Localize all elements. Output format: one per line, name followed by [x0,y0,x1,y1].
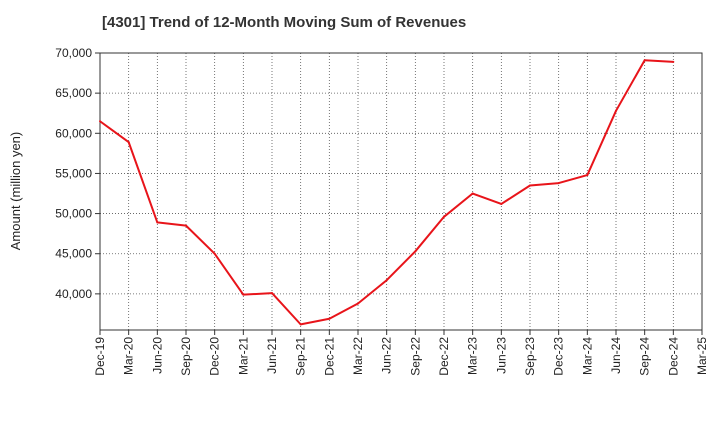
x-tick-label: Dec-22 [437,337,451,376]
data-point [443,215,445,218]
x-tick-label: Sep-20 [179,337,193,376]
axis-layer [95,52,703,335]
data-point [385,279,388,282]
x-tick-label: Mar-25 [695,337,709,375]
x-tick-label: Sep-24 [638,337,652,376]
data-point [242,293,245,296]
data-point [156,221,159,224]
x-tick-label: Sep-23 [523,337,537,376]
x-tick-label: Jun-24 [609,337,623,374]
data-point [643,59,646,62]
x-tick-label: Dec-20 [208,337,222,376]
x-tick-label: Mar-22 [351,337,365,375]
x-tick-label: Sep-22 [408,337,422,376]
x-tick-label: Jun-21 [265,337,279,374]
data-point [185,224,187,227]
x-tick-label: Jun-23 [494,337,508,374]
x-tick-label: Sep-21 [294,337,308,376]
data-point [271,292,273,295]
data-point [99,120,101,123]
data-point [299,323,302,326]
data-point [357,302,359,305]
y-tick-label: 55,000 [55,166,92,180]
data-point [672,60,675,63]
y-tick-label: 65,000 [55,86,92,100]
y-tick-label: 70,000 [55,46,92,60]
data-point [414,250,417,253]
plot-frame [99,52,703,331]
y-tick-label: 45,000 [55,247,92,261]
data-point [529,184,531,187]
x-tick-label: Dec-24 [666,337,680,376]
data-point [615,109,617,112]
x-tick-label: Dec-19 [93,337,107,376]
data-point [500,202,503,205]
x-tick-label: Mar-21 [236,337,250,375]
data-point [328,317,331,320]
y-axis-title: Amount (million yen) [8,132,23,251]
x-tick-label: Jun-22 [380,337,394,374]
y-tick-label: 50,000 [55,207,92,221]
x-tick-label: Dec-21 [322,337,336,376]
data-point [471,192,474,195]
x-tick-label: Jun-20 [150,337,164,374]
series-layer [99,59,675,326]
data-point [557,182,560,185]
x-tick-label: Dec-23 [552,337,566,376]
x-tick-label: Mar-23 [466,337,480,375]
label-layer: Dec-19 Mar-20 Jun-20 Sep-20 Dec-20 Mar-21 Jun-… [55,46,709,376]
chart-title: [4301] Trend of 12-Month Moving Sum of R… [102,14,467,31]
data-point [127,141,130,144]
data-point [213,252,216,255]
x-tick-label: Mar-24 [580,337,594,375]
data-point [586,174,589,177]
y-tick-label: 60,000 [55,126,92,140]
grid-layer [100,53,702,330]
x-tick-label: Mar-20 [122,337,136,375]
y-tick-label: 40,000 [55,287,92,301]
